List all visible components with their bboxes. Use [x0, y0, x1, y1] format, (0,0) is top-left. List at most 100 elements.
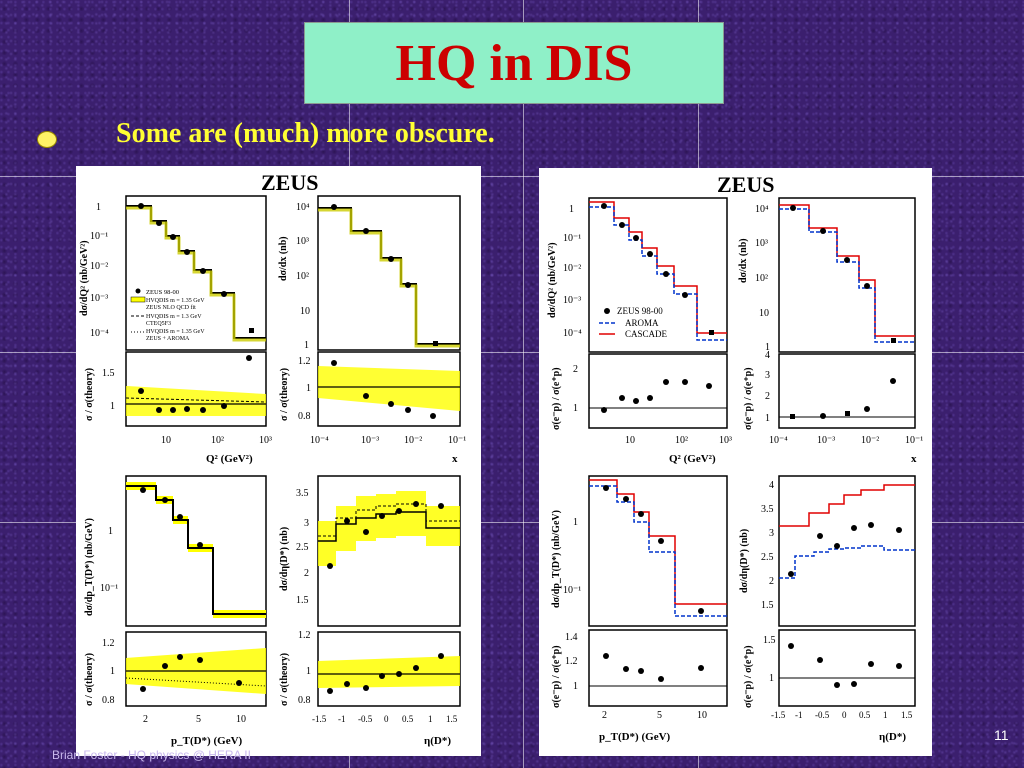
- ytick-label: 3.5: [761, 504, 774, 515]
- y-axis-label: σ / σ(theory): [84, 368, 95, 421]
- data-point: [601, 203, 607, 209]
- data-point: [433, 341, 438, 346]
- ytick-label: 1.5: [296, 595, 309, 606]
- aroma-histogram: [779, 545, 915, 579]
- uncertainty-band: [126, 386, 266, 416]
- ytick-label: 10⁻¹: [90, 231, 108, 242]
- ytick-label: 1.5: [102, 368, 115, 379]
- data-point: [638, 511, 644, 517]
- data-point: [633, 235, 639, 241]
- legend-marker: [135, 288, 141, 294]
- xtick-label: 10³: [259, 435, 272, 446]
- xtick-label: 10⁻⁴: [769, 435, 788, 446]
- x-axis-label: p_T(D*) (GeV): [599, 731, 671, 743]
- ytick-label: 0.8: [298, 411, 311, 422]
- figure-header: ZEUS: [261, 170, 318, 195]
- ytick-label: 1: [765, 413, 770, 424]
- ytick-label: 3: [765, 370, 770, 381]
- ytick-label: 10: [759, 308, 769, 319]
- xtick-label: 10⁻¹: [905, 435, 923, 446]
- y-axis-label: dσ/dx (nb): [738, 238, 749, 283]
- legend-label: HVQDIS m = 1.35 GeV: [146, 298, 205, 304]
- xtick-label: 10: [161, 435, 171, 446]
- legend-swatch: [130, 296, 146, 303]
- x-axis-label: x: [911, 453, 917, 465]
- y-axis-label: dσ/dp_T(D*) (nb/GeV): [84, 518, 95, 616]
- xtick-label: 0.5: [402, 714, 414, 724]
- xtick-label: 10⁻²: [861, 435, 879, 446]
- x-axis-label: p_T(D*) (GeV): [171, 735, 243, 747]
- ytick-label: 1: [306, 666, 311, 677]
- ytick-label: 1.5: [763, 635, 776, 646]
- data-point: [834, 543, 840, 549]
- plot-frame: [778, 475, 916, 627]
- y-axis-label: dσ/dη(D*) (nb): [739, 529, 750, 593]
- ytick-label: 2: [769, 576, 774, 587]
- data-point: [162, 663, 168, 669]
- data-point: [663, 379, 669, 385]
- theory-histogram: [126, 485, 266, 615]
- ytick-label: 0.8: [102, 695, 115, 706]
- data-point: [834, 682, 840, 688]
- uncertainty-band: [318, 656, 460, 688]
- legend-label: ZEUS + AROMA: [146, 336, 190, 342]
- bg-grid-line: [0, 176, 1024, 177]
- data-point: [363, 529, 369, 535]
- plot-frame: [588, 629, 728, 707]
- ytick-label: 1: [110, 666, 115, 677]
- xtick-label: -0.5: [358, 714, 373, 724]
- data-point: [200, 268, 206, 274]
- data-point: [331, 204, 337, 210]
- ytick-label: 1.2: [298, 356, 311, 367]
- ytick-label: 2: [573, 364, 578, 375]
- x-axis-label: x: [452, 453, 458, 465]
- legend-label: ZEUS 98-00: [617, 306, 663, 316]
- data-point: [890, 378, 896, 384]
- data-point: [184, 249, 190, 255]
- data-point: [331, 360, 337, 366]
- bg-grid-line: [0, 352, 1024, 353]
- legend-label: HVQDIS m = 1.3 GeV: [146, 314, 202, 320]
- data-point: [788, 571, 794, 577]
- xtick-label: 5: [657, 710, 662, 721]
- ytick-label: 4: [765, 350, 770, 361]
- data-point: [682, 292, 688, 298]
- y-axis-label: σ / σ(theory): [84, 653, 95, 706]
- uncertainty-band: [318, 491, 460, 566]
- xtick-label: 10⁻²: [404, 435, 422, 446]
- ytick-label: 2.5: [761, 552, 774, 563]
- data-point: [896, 663, 902, 669]
- data-point: [246, 355, 252, 361]
- xtick-label: 10: [236, 714, 246, 725]
- x-axis-label: η(D*): [879, 731, 906, 743]
- ytick-label: 1.2: [102, 638, 115, 649]
- ytick-label: 1: [573, 403, 578, 414]
- slide-title: HQ in DIS: [395, 34, 633, 92]
- data-point: [363, 228, 369, 234]
- data-point: [396, 508, 402, 514]
- y-axis-label: dσ/dη(D*) (nb): [279, 527, 290, 591]
- ytick-label: 2: [304, 568, 309, 579]
- ytick-label: 1: [573, 517, 578, 528]
- cascade-histogram: [589, 201, 727, 334]
- aroma-histogram: [779, 208, 915, 343]
- plot-frame: [588, 475, 728, 627]
- plot-frame: [778, 353, 916, 429]
- xtick-label: -1: [338, 714, 346, 724]
- data-point: [647, 251, 653, 257]
- xtick-label: 10²: [675, 435, 688, 446]
- data-point: [845, 411, 850, 416]
- data-point: [864, 406, 870, 412]
- bullet-text: Some are (much) more obscure.: [116, 118, 495, 149]
- y-axis-label: σ(e⁻p) / σ(e⁺p): [743, 367, 754, 430]
- data-point: [868, 661, 874, 667]
- data-point: [344, 681, 350, 687]
- ytick-label: 10: [300, 306, 310, 317]
- xtick-label: 10⁻¹: [448, 435, 466, 446]
- data-point: [790, 414, 795, 419]
- data-point: [177, 514, 183, 520]
- data-point: [864, 283, 870, 289]
- data-point: [603, 653, 609, 659]
- data-point: [817, 533, 823, 539]
- right-figure-svg: ZEUS ZEUS 98-00 AROMA CASCADE 1 10⁻¹ 10⁻…: [547, 172, 923, 743]
